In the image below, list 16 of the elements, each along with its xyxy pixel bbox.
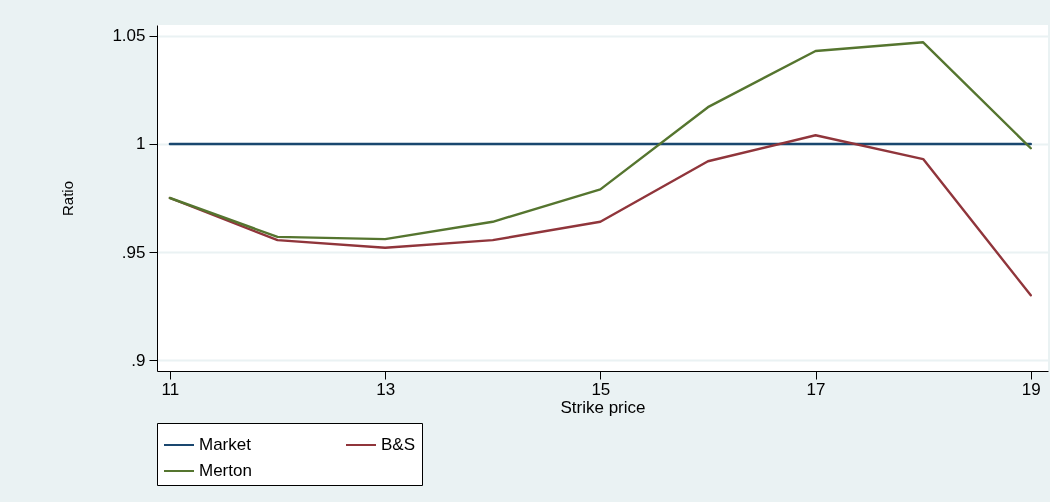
- x-tick-label: 13: [376, 379, 396, 399]
- y-tick-label: .95: [121, 242, 146, 262]
- x-tick-label: 15: [591, 379, 611, 399]
- line-series: [168, 134, 1032, 297]
- y-tick-label: .9: [131, 350, 146, 370]
- y-tick-label: 1.05: [112, 26, 146, 46]
- y-axis-title: Ratio: [59, 180, 77, 217]
- legend-label: Merton: [199, 461, 252, 480]
- x-tick-label: 19: [1021, 379, 1041, 399]
- line-series: [168, 41, 1032, 241]
- legend-label: Market: [199, 435, 252, 454]
- x-axis-title: Strike price: [560, 397, 646, 417]
- x-tick-label: 11: [161, 379, 180, 399]
- y-tick-label: 1: [136, 134, 146, 154]
- legend-label: B&S: [381, 435, 416, 454]
- x-tick-label: 17: [806, 379, 826, 399]
